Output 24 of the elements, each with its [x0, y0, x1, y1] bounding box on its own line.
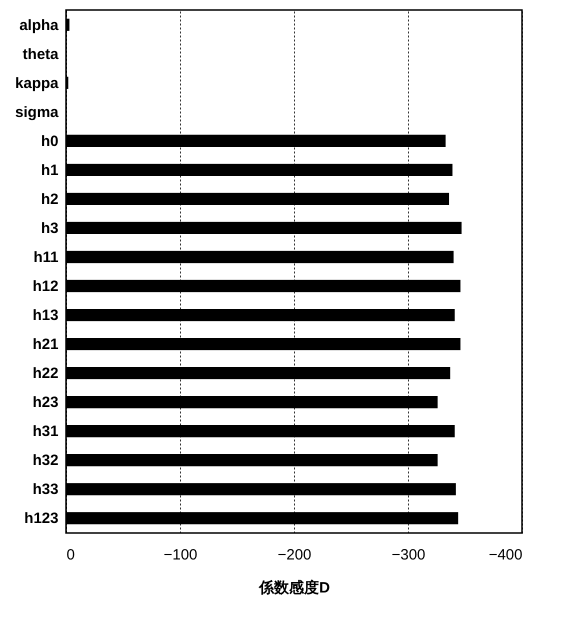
x-tick-label: −100 — [164, 546, 198, 564]
y-tick-label: h123 — [24, 510, 58, 528]
y-tick-label: h23 — [32, 394, 58, 412]
y-tick-label: sigma — [15, 104, 60, 121]
y-tick-label: h1 — [40, 162, 58, 179]
y-tick-label: h3 — [40, 220, 58, 237]
y-tick-label: alpha — [19, 16, 60, 34]
y-tick-label: h13 — [32, 307, 58, 324]
x-tick-label: −300 — [392, 546, 426, 564]
y-tick-label: h2 — [40, 190, 58, 208]
y-tick-label: h0 — [40, 132, 58, 150]
y-tick-label: h31 — [32, 423, 58, 440]
x-axis-title: 係数感度D — [258, 578, 330, 596]
y-tick-label: h21 — [32, 336, 58, 354]
y-tick-label: kappa — [15, 74, 60, 92]
y-tick-label: h12 — [32, 278, 58, 296]
y-tick-label: h33 — [32, 481, 58, 498]
x-tick-label: −400 — [488, 546, 522, 564]
y-tick-label: h11 — [33, 248, 58, 266]
x-tick-label: 0 — [66, 546, 75, 564]
y-tick-label: theta — [22, 46, 60, 63]
x-tick-label: −200 — [278, 546, 312, 564]
y-tick-label: h32 — [32, 452, 58, 470]
y-tick-label: h22 — [32, 365, 58, 382]
